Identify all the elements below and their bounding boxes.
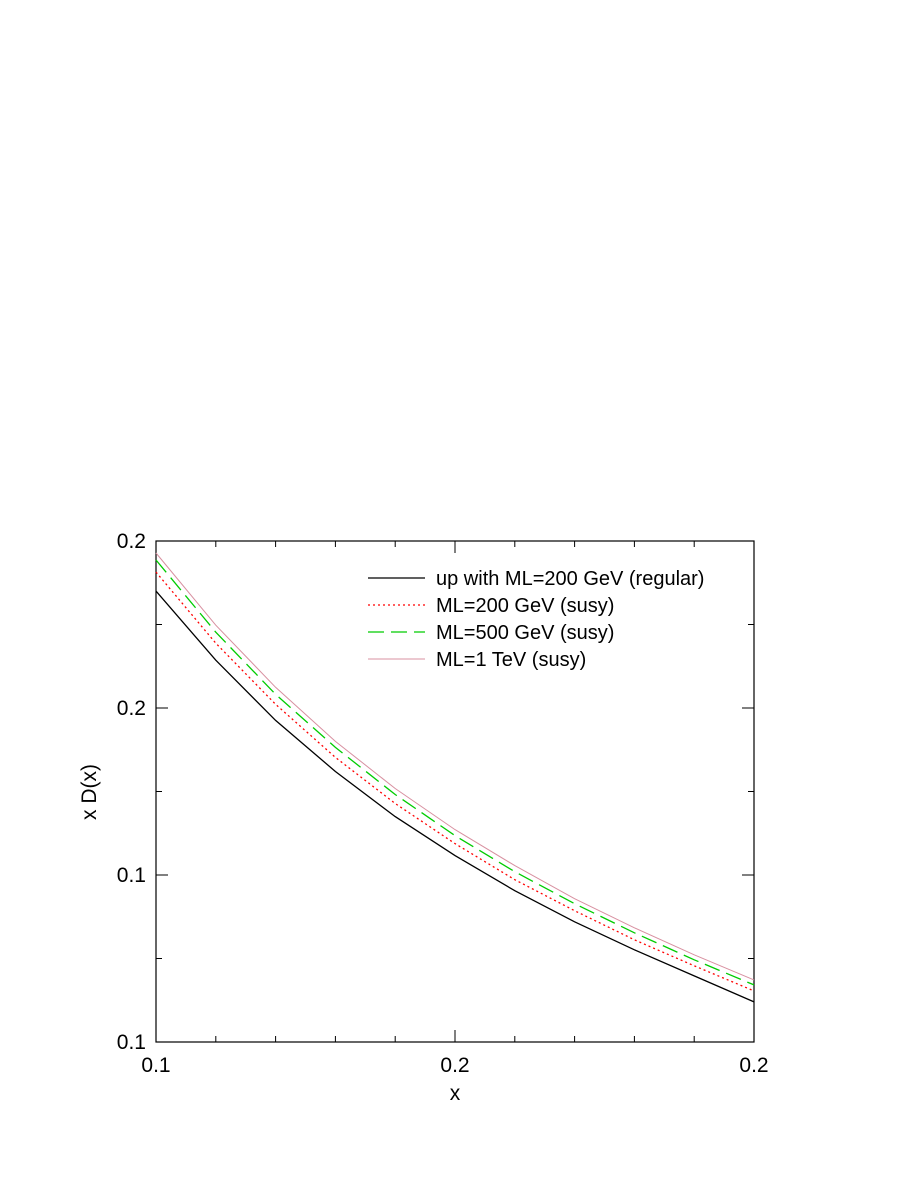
y-tick-labels: 0.1 0.1 0.2 0.2 [117,530,146,1054]
axis-ticks [155,540,755,1043]
x-tick-label: 0.2 [440,1054,469,1077]
series-line [155,552,755,981]
x-tick-label: 0.2 [739,1054,768,1077]
y-tick-label: 0.2 [117,697,146,720]
legend-label: up with ML=200 GeV (regular) [436,568,704,590]
x-axis-label: x [450,1082,461,1105]
y-axis-label: x D(x) [78,764,101,820]
x-tick-labels: 0.1 0.2 0.2 [141,1054,768,1077]
y-tick-label: 0.1 [117,1031,146,1054]
legend-label: ML=500 GeV (susy) [436,622,614,644]
series-lines [155,552,755,1003]
series-line [155,571,755,992]
legend-label: ML=200 GeV (susy) [436,595,614,617]
series-line [155,590,755,1003]
y-tick-label: 0.1 [117,864,146,887]
legend-label: ML=1 TeV (susy) [436,649,586,671]
x-tick-label: 0.1 [141,1054,170,1077]
y-tick-label: 0.2 [117,530,146,553]
series-line [155,559,755,986]
legend: up with ML=200 GeV (regular) ML=200 GeV (… [368,568,704,671]
